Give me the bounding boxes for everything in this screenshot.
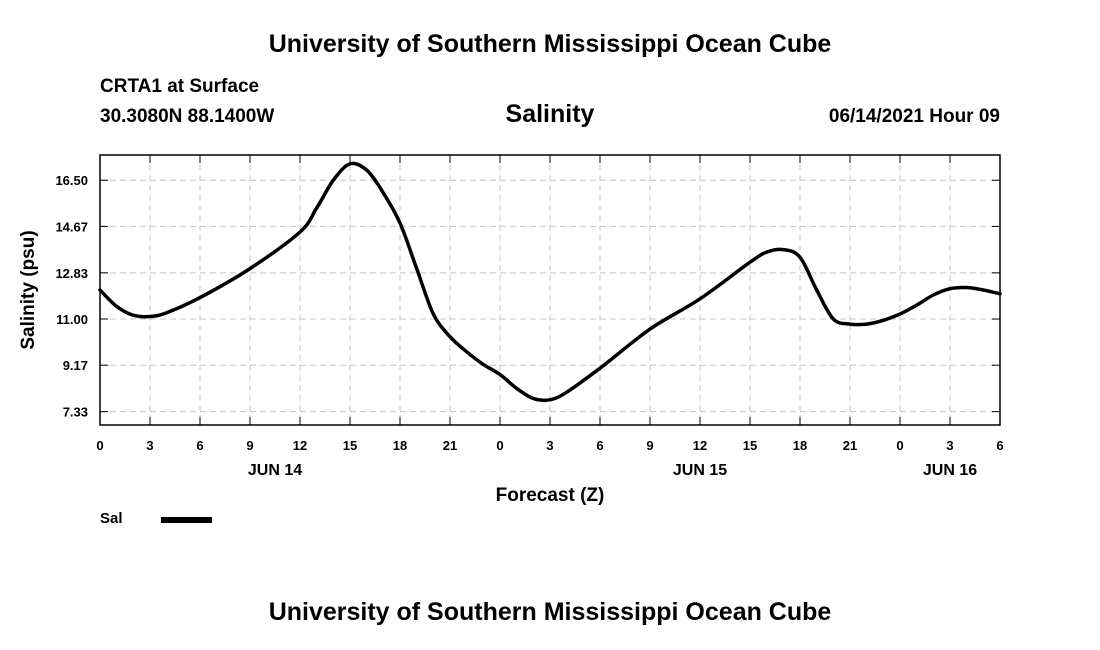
y-tick-label: 9.17 — [63, 358, 88, 373]
date-label: JUN 14 — [248, 462, 302, 479]
x-tick-label: 21 — [443, 438, 457, 453]
legend-swatch — [161, 517, 212, 523]
x-tick-label: 0 — [896, 438, 903, 453]
x-tick-label: 3 — [946, 438, 953, 453]
x-tick-label: 9 — [646, 438, 653, 453]
grid — [100, 155, 1000, 425]
y-axis-title: Salinity (psu) — [18, 230, 39, 349]
x-axis-title: Forecast (Z) — [496, 485, 605, 506]
x-tick-label: 6 — [196, 438, 203, 453]
x-tick-label: 9 — [246, 438, 253, 453]
x-tick-label: 3 — [146, 438, 153, 453]
x-tick-label: 3 — [546, 438, 553, 453]
axis-ticks — [99, 155, 1001, 425]
y-tick-label: 14.67 — [55, 219, 88, 234]
x-tick-label: 21 — [843, 438, 857, 453]
station-coordinates: 30.3080N 88.1400W — [100, 106, 275, 127]
y-tick-label: 7.33 — [63, 405, 88, 420]
date-label: JUN 15 — [673, 462, 727, 479]
forecast-datetime: 06/14/2021 Hour 09 — [828, 106, 1000, 127]
y-tick-label: 12.83 — [55, 266, 88, 281]
footer-organization-title: University of Southern Mississippi Ocean… — [268, 598, 832, 626]
x-tick-label: 18 — [793, 438, 807, 453]
date-label: JUN 16 — [923, 462, 977, 479]
x-tick-label: 12 — [693, 438, 707, 453]
x-tick-label: 12 — [293, 438, 307, 453]
x-tick-label: 15 — [343, 438, 357, 453]
chart-title: Salinity — [505, 100, 595, 128]
salinity-series-line — [98, 161, 1002, 403]
y-tick-label: 11.00 — [56, 312, 88, 327]
x-tick-label: 18 — [393, 438, 407, 453]
axis-labels: 0 3 6 9 12 15 18 21 0 3 6 9 12 15 18 21 0 3 6 7.33 9.17 11.00… — [55, 173, 1003, 479]
station-name: CRTA1 at Surface — [100, 76, 260, 97]
x-tick-label: 15 — [743, 438, 757, 453]
y-tick-label: 16.50 — [55, 173, 88, 188]
x-tick-label: 0 — [496, 438, 503, 453]
legend-label: Sal — [100, 510, 123, 527]
header-organization-title: University of Southern Mississippi Ocean… — [268, 30, 832, 58]
x-tick-label: 6 — [996, 438, 1003, 453]
x-tick-label: 0 — [96, 438, 103, 453]
x-tick-label: 6 — [596, 438, 603, 453]
